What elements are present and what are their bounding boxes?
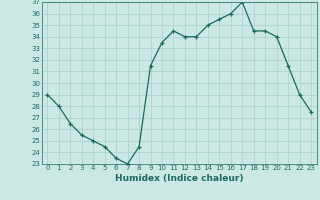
X-axis label: Humidex (Indice chaleur): Humidex (Indice chaleur) [115, 174, 244, 183]
